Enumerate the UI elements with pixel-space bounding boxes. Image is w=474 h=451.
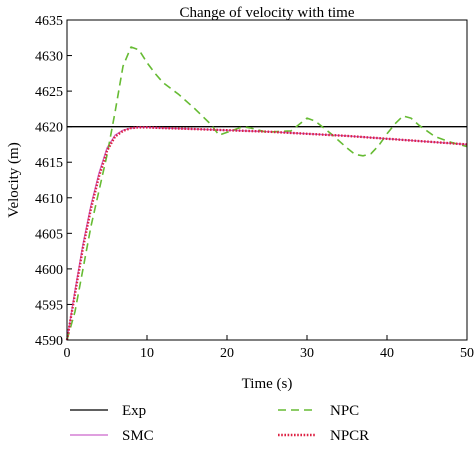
x-tick-label: 20 — [220, 346, 234, 361]
legend: Exp SMC NPC NPCR — [70, 403, 369, 444]
legend-label-npc: NPC — [330, 403, 359, 419]
legend-label-npcr: NPCR — [330, 428, 369, 444]
series-layer — [65, 46, 468, 341]
y-tick-label: 4610 — [35, 192, 63, 207]
legend-label-exp: Exp — [122, 403, 146, 419]
y-tick-label: 4595 — [35, 298, 63, 313]
y-tick-label: 4635 — [35, 14, 63, 29]
x-tick-label: 0 — [64, 346, 71, 361]
plot-frame — [66, 19, 468, 341]
x-axis-ticks: 0 10 20 30 40 50 — [64, 335, 474, 361]
x-tick-label: 50 — [460, 346, 474, 361]
y-tick-label: 4620 — [35, 121, 63, 136]
x-tick-label: 40 — [380, 346, 394, 361]
y-tick-label: 4625 — [35, 85, 63, 100]
series-line-smc — [66, 126, 468, 341]
x-tick-label: 30 — [300, 346, 314, 361]
y-axis-label: Velocity (m) — [6, 142, 22, 217]
y-axis-ticks: 4590 4595 4600 4605 4610 4615 4620 4625 4630 4635 — [35, 14, 72, 349]
y-tick-label: 4630 — [35, 50, 63, 65]
series-line-npcr — [65, 126, 468, 341]
y-tick-label: 4600 — [35, 263, 63, 278]
y-tick-label: 4615 — [35, 156, 63, 171]
series-line-npc — [66, 46, 468, 341]
legend-label-smc: SMC — [122, 428, 154, 444]
y-tick-label: 4605 — [35, 227, 63, 242]
y-tick-label: 4590 — [35, 334, 63, 349]
chart-title: Change of velocity with time — [180, 5, 355, 21]
x-axis-label: Time (s) — [242, 376, 293, 392]
x-tick-label: 10 — [140, 346, 154, 361]
